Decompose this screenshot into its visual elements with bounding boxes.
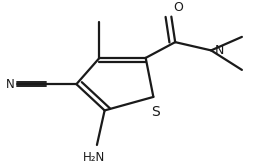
Text: O: O: [173, 1, 183, 14]
Text: S: S: [151, 105, 160, 119]
Text: N: N: [215, 44, 224, 57]
Text: H₂N: H₂N: [83, 151, 106, 164]
Text: N: N: [6, 78, 15, 91]
